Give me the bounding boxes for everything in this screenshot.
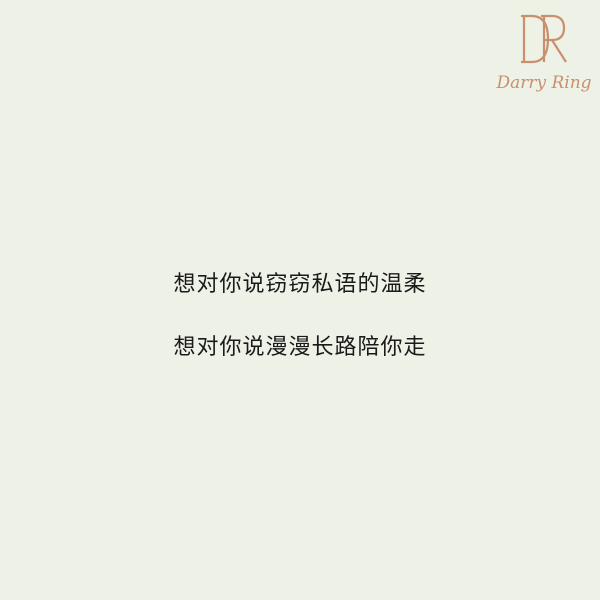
poem-line-1: 想对你说窃窃私语的温柔 — [173, 272, 427, 297]
darry-ring-logo-mark: Darry Ring — [495, 14, 592, 93]
svg-text:Darry Ring: Darry Ring — [495, 73, 591, 93]
brand-logo: Darry Ring — [492, 10, 596, 96]
poem-line-2: 想对你说漫漫长路陪你走 — [173, 335, 427, 360]
poem-caption: 想对你说窃窃私语的温柔 想对你说漫漫长路陪你走 — [0, 270, 600, 363]
